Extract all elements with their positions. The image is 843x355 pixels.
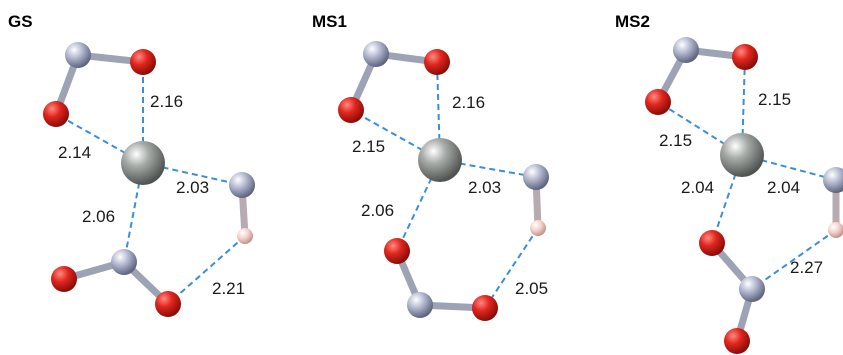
distance-label: 2.21 [212, 279, 245, 298]
distance-label: 2.15 [352, 137, 385, 156]
oxygen-atom [155, 291, 181, 317]
panel-gs: GS 2.16 2.14 2.03 2.06 2.21 [8, 12, 255, 317]
nitrogen-atom [739, 276, 765, 302]
nitrogen-atom [229, 172, 255, 198]
contact-line [167, 235, 246, 305]
hydrogen-atom [828, 222, 843, 238]
metal-atom [720, 133, 764, 177]
distance-label: 2.06 [361, 201, 394, 220]
oxygen-atom [43, 101, 69, 127]
oxygen-atom [699, 230, 725, 256]
nitrogen-atom [111, 249, 137, 275]
contact-line [436, 61, 441, 161]
oxygen-atom [732, 44, 758, 70]
nitrogen-atom [523, 164, 549, 190]
metal-atom [121, 141, 165, 185]
distance-label: 2.15 [758, 90, 791, 109]
distance-label: 2.14 [58, 143, 91, 162]
panel-title-ms1: MS1 [312, 12, 347, 31]
oxygen-atom [724, 328, 750, 354]
distance-label: 2.05 [515, 279, 548, 298]
distance-label: 2.27 [790, 258, 823, 277]
contact-line [55, 113, 144, 164]
oxygen-atom [472, 295, 498, 321]
nitrogen-atom [673, 37, 699, 63]
contact-line [751, 229, 837, 290]
distance-label: 2.06 [82, 207, 115, 226]
hydrogen-atom [237, 228, 253, 244]
contact-line [484, 227, 539, 309]
oxygen-atom [384, 238, 410, 264]
metal-atom [418, 138, 462, 182]
panel-ms1: MS1 2.16 2.15 2.03 2.06 2.05 [312, 12, 549, 321]
contact-line [439, 159, 537, 178]
distance-label: 2.03 [468, 178, 501, 197]
oxygen-atom [338, 97, 364, 123]
panel-title-ms2: MS2 [615, 12, 650, 31]
contact-line [123, 162, 144, 263]
panel-ms2: MS2 2.15 2.15 2.04 2.04 2.27 [615, 12, 843, 354]
distance-label: 2.03 [176, 178, 209, 197]
contact-line [657, 101, 743, 156]
distance-label: 2.15 [659, 131, 692, 150]
contact-line [350, 109, 441, 161]
distance-label: 2.16 [452, 93, 485, 112]
panel-title-gs: GS [8, 12, 33, 31]
distance-label: 2.16 [150, 92, 183, 111]
nitrogen-atom [65, 42, 91, 68]
oxygen-atom [424, 49, 450, 75]
contact-line [741, 56, 746, 156]
contact-line [741, 154, 837, 181]
nitrogen-atom [407, 292, 433, 318]
contact-line [396, 159, 441, 252]
nitrogen-atom [823, 167, 843, 193]
nitrogen-atom [363, 41, 389, 67]
contact-line [142, 162, 243, 186]
hydrogen-atom [530, 220, 546, 236]
oxygen-atom [130, 49, 156, 75]
oxygen-atom [645, 89, 671, 115]
distance-label: 2.04 [767, 178, 800, 197]
oxygen-atom [51, 266, 77, 292]
distance-label: 2.04 [681, 178, 714, 197]
